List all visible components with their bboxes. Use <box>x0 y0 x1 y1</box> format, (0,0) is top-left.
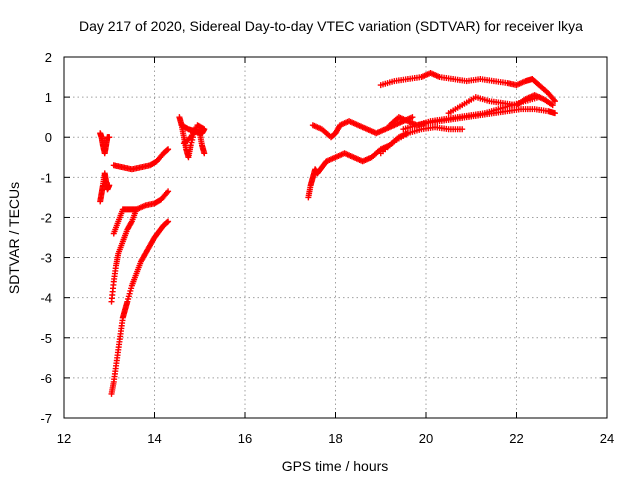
x-tick-label: 12 <box>57 431 71 446</box>
data-point <box>201 150 208 157</box>
series-arc-3 <box>110 146 172 173</box>
y-tick-label: 1 <box>45 90 52 105</box>
x-axis-label: GPS time / hours <box>282 458 389 474</box>
chart-title: Day 217 of 2020, Sidereal Day-to-day VTE… <box>79 18 583 34</box>
x-tick-label: 24 <box>600 431 614 446</box>
y-tick-label: -4 <box>40 291 52 306</box>
y-tick-label: -3 <box>40 251 52 266</box>
series-arc-5 <box>108 206 140 305</box>
series-arc-10 <box>309 114 416 141</box>
data-point <box>551 98 558 105</box>
data-points <box>97 70 558 397</box>
data-point <box>409 114 416 121</box>
x-tick-label: 16 <box>238 431 252 446</box>
x-tick-labels: 12 14 16 18 20 22 24 <box>57 431 614 446</box>
series-arc-8 <box>178 122 208 147</box>
series-arc-2 <box>97 170 113 205</box>
data-point <box>106 182 113 189</box>
data-point <box>133 206 140 213</box>
data-point <box>180 140 187 147</box>
series-arc-13 <box>377 70 558 105</box>
data-point <box>551 110 558 117</box>
y-tick-label: -7 <box>40 411 52 426</box>
x-tick-label: 18 <box>328 431 342 446</box>
x-tick-label: 20 <box>419 431 433 446</box>
x-tick-label: 22 <box>509 431 523 446</box>
data-point <box>459 126 466 133</box>
data-point <box>165 218 172 225</box>
y-tick-label: 2 <box>45 50 52 65</box>
data-point <box>165 188 172 195</box>
plot-frame <box>63 56 608 419</box>
y-tick-label: -2 <box>40 210 52 225</box>
data-point <box>106 134 113 141</box>
x-tick-label: 14 <box>147 431 161 446</box>
series-arc-15 <box>400 94 543 133</box>
data-point <box>549 102 556 109</box>
y-tick-label: -1 <box>40 170 52 185</box>
series-arc-11 <box>377 124 466 157</box>
y-tick-label: -6 <box>40 371 52 386</box>
series-arc-1 <box>97 130 113 157</box>
series-arc-4 <box>110 188 172 237</box>
data-point <box>536 94 543 101</box>
y-tick-label: 0 <box>45 130 52 145</box>
y-tick-label: -5 <box>40 331 52 346</box>
data-point <box>165 146 172 153</box>
y-tick-labels: 2 1 0 -1 -2 -3 -4 -5 -6 -7 <box>40 50 52 426</box>
data-point <box>182 139 189 146</box>
y-axis-label: SDTVAR / TECUs <box>6 182 22 294</box>
series-arc-6 <box>108 218 172 397</box>
